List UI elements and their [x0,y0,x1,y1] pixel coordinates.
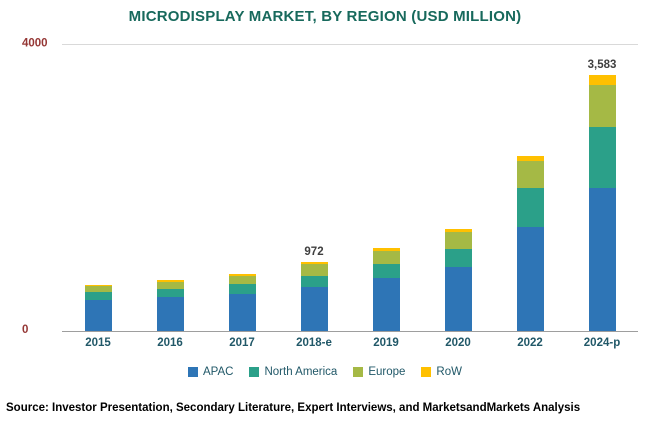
bar-2024-p: 3,583 [588,59,616,331]
bar-segment-north-america [516,188,544,228]
bar-segment-europe [228,275,256,285]
legend-label: RoW [436,366,462,378]
legend-label: Europe [368,366,406,378]
bar-segment-europe [156,281,184,289]
x-tick-label: 2017 [229,337,255,349]
legend-label: APAC [203,366,234,378]
bar-segment-europe [588,85,616,128]
y-axis-tick-0: 0 [22,324,29,336]
x-tick-label: 2020 [445,337,471,349]
bar-segment-apac [156,297,184,331]
chart-title: MICRODISPLAY MARKET, BY REGION (USD MILL… [128,8,522,25]
legend-swatch [249,367,260,377]
legend-item-row: RoW [421,366,462,378]
bar-segment-north-america [156,288,184,298]
bar-column [62,45,134,331]
bar-column [422,45,494,331]
bar-segment-row [156,279,184,282]
bar-segment-north-america [444,248,472,267]
x-tick-label: 2018-e [296,337,332,349]
bar-column [134,45,206,331]
bar-segment-north-america [228,284,256,294]
bar-segment-apac [444,266,472,331]
x-axis-labels: 2015 2016 2017 2018-e 2019 2020 2022 2024-p [62,337,638,349]
x-tick-label: 2016 [157,337,183,349]
bar-segment-europe [84,285,112,293]
legend: APAC North America Europe RoW [0,366,650,378]
bar-2016 [156,279,184,331]
x-tick-label: 2024-p [583,337,621,349]
bar-2015 [84,284,112,331]
legend-item-north-america: North America [249,366,337,378]
bar-segment-apac [516,227,544,331]
bar-segment-north-america [372,263,400,279]
bar-segment-row [588,74,616,86]
bar-segment-row [84,284,112,286]
bar-segment-apac [372,278,400,331]
bar-segment-north-america [300,275,328,288]
legend-item-europe: Europe [353,366,405,378]
x-tick-label: 2022 [517,337,543,349]
bar-2017 [228,273,256,331]
bar-segment-apac [228,293,256,331]
bar-segment-europe [444,232,472,249]
legend-label: North America [264,366,338,378]
bar-column [206,45,278,331]
bar-2020 [444,228,472,331]
bar-segment-north-america [84,292,112,301]
bar-segment-row [444,228,472,233]
bar-2018-e: 972 [300,246,328,331]
y-axis-tick-4000: 4000 [22,37,48,50]
legend-swatch [353,367,364,377]
bar-value-label: 972 [304,245,324,258]
source-attribution: Source: Investor Presentation, Secondary… [6,402,581,414]
bar-segment-row [228,273,256,276]
legend-swatch [421,367,432,377]
x-tick-label: 2019 [373,337,399,349]
bar-segment-europe [300,263,328,276]
bar-segment-row [516,155,544,161]
legend-swatch [188,367,198,377]
bar-segment-europe [516,160,544,189]
bar-column: 3,583 [566,45,638,331]
bar-segment-north-america [588,127,616,188]
bar-segment-row [372,248,400,251]
bar-2022 [516,155,544,331]
bar-column [494,45,566,331]
bar-column: 972 [278,45,350,331]
bar-segment-europe [372,250,400,264]
plot-area: 972 3,583 [62,44,638,332]
bar-column [350,45,422,331]
bar-2019 [372,248,400,331]
bar-segment-apac [84,300,112,331]
x-tick-label: 2015 [85,337,111,349]
bar-value-label: 3,583 [587,58,617,71]
legend-item-apac: APAC [188,366,233,378]
bar-segment-row [300,261,328,264]
bar-segment-apac [300,287,328,331]
bar-segment-apac [588,188,616,331]
